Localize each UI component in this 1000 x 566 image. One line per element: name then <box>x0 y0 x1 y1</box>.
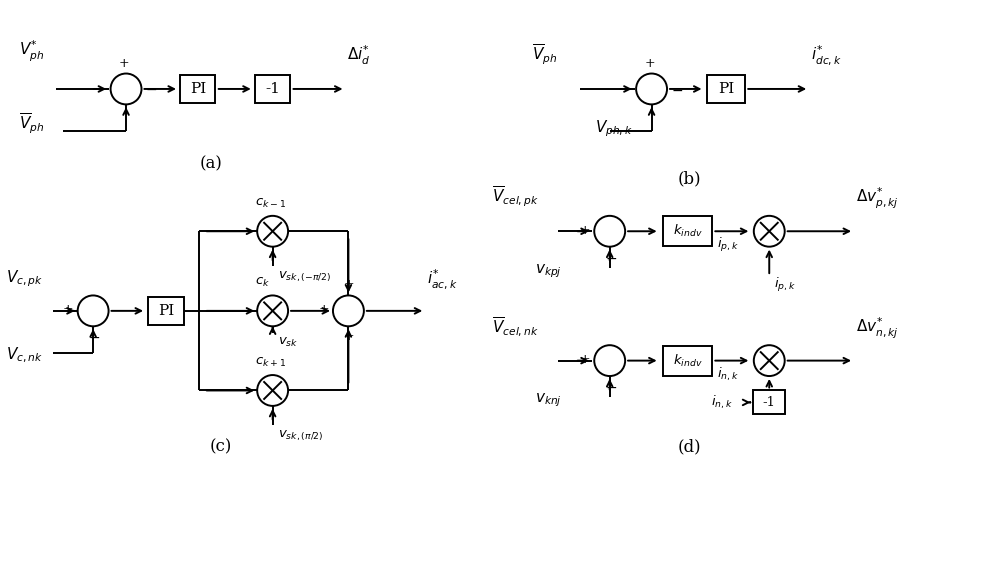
Circle shape <box>257 295 288 326</box>
Text: -1: -1 <box>763 396 776 409</box>
Text: $v_{knj}$: $v_{knj}$ <box>535 392 562 409</box>
Text: $V_{c,pk}$: $V_{c,pk}$ <box>6 268 43 289</box>
Bar <box>707 75 745 103</box>
Text: $i_{p,k}$: $i_{p,k}$ <box>774 276 796 294</box>
Text: $V_{c,nk}$: $V_{c,nk}$ <box>6 346 43 365</box>
Text: (b): (b) <box>678 170 701 187</box>
Text: $i_{ac,k}^{*}$: $i_{ac,k}^{*}$ <box>427 267 458 291</box>
Text: $c_k$: $c_k$ <box>255 276 270 289</box>
Text: $i_{p,k}$: $i_{p,k}$ <box>717 236 739 254</box>
Text: +: + <box>344 278 355 291</box>
Text: $v_{sk}$: $v_{sk}$ <box>278 336 298 349</box>
Text: $\Delta v_{p,kj}^{*}$: $\Delta v_{p,kj}^{*}$ <box>856 186 899 211</box>
Text: $V_{ph}^{*}$: $V_{ph}^{*}$ <box>19 39 45 64</box>
Text: +: + <box>63 303 74 316</box>
Circle shape <box>636 74 667 104</box>
Text: $-$: $-$ <box>605 251 617 265</box>
Text: +: + <box>580 224 590 237</box>
Bar <box>663 346 712 376</box>
Text: $k_{indv}$: $k_{indv}$ <box>673 223 702 239</box>
Circle shape <box>257 375 288 406</box>
Circle shape <box>111 74 141 104</box>
Circle shape <box>333 295 364 326</box>
Text: $i_{n,k}$: $i_{n,k}$ <box>711 394 733 411</box>
Text: $-$: $-$ <box>605 380 617 394</box>
Text: $v_{kpj}$: $v_{kpj}$ <box>535 262 562 280</box>
Bar <box>255 75 290 103</box>
Text: $-$: $-$ <box>671 83 683 97</box>
Text: $-$: $-$ <box>88 331 100 344</box>
Text: +: + <box>119 57 129 70</box>
Bar <box>753 391 785 414</box>
Text: -1: -1 <box>265 82 280 96</box>
Text: PI: PI <box>190 82 206 96</box>
Text: $i_{n,k}$: $i_{n,k}$ <box>717 366 739 383</box>
Text: $v_{sk,(\pi/2)}$: $v_{sk,(\pi/2)}$ <box>278 428 323 442</box>
Text: +: + <box>644 57 655 70</box>
Text: $v_{sk,(-\pi/2)}$: $v_{sk,(-\pi/2)}$ <box>278 269 331 283</box>
Text: +: + <box>580 353 590 366</box>
Text: $i_{dc,k}^{*}$: $i_{dc,k}^{*}$ <box>811 43 842 67</box>
Text: (c): (c) <box>210 439 232 456</box>
Text: $V_{ph,k}$: $V_{ph,k}$ <box>595 118 633 139</box>
Circle shape <box>257 216 288 247</box>
Text: $\overline{V}_{cel,nk}$: $\overline{V}_{cel,nk}$ <box>492 316 539 338</box>
Text: $\overline{V}_{ph}$: $\overline{V}_{ph}$ <box>19 112 45 136</box>
Text: (d): (d) <box>678 439 701 456</box>
Circle shape <box>754 216 785 247</box>
Bar <box>148 297 184 325</box>
Bar <box>180 75 215 103</box>
Text: PI: PI <box>158 304 174 318</box>
Text: $\Delta v_{n,kj}^{*}$: $\Delta v_{n,kj}^{*}$ <box>856 316 899 341</box>
Text: +: + <box>344 331 355 343</box>
Bar <box>663 216 712 246</box>
Circle shape <box>754 345 785 376</box>
Text: $\overline{V}_{cel,pk}$: $\overline{V}_{cel,pk}$ <box>492 185 539 209</box>
Circle shape <box>594 216 625 247</box>
Circle shape <box>594 345 625 376</box>
Text: $c_{k-1}$: $c_{k-1}$ <box>255 197 286 210</box>
Text: +: + <box>318 303 329 316</box>
Text: PI: PI <box>718 82 734 96</box>
Text: (a): (a) <box>199 155 222 172</box>
Text: $\overline{V}_{ph}$: $\overline{V}_{ph}$ <box>532 42 557 67</box>
Text: $-$: $-$ <box>145 82 158 96</box>
Circle shape <box>78 295 109 326</box>
Text: $c_{k+1}$: $c_{k+1}$ <box>255 356 286 369</box>
Text: $k_{indv}$: $k_{indv}$ <box>673 353 702 368</box>
Text: $\Delta i_{d}^{*}$: $\Delta i_{d}^{*}$ <box>347 44 371 67</box>
